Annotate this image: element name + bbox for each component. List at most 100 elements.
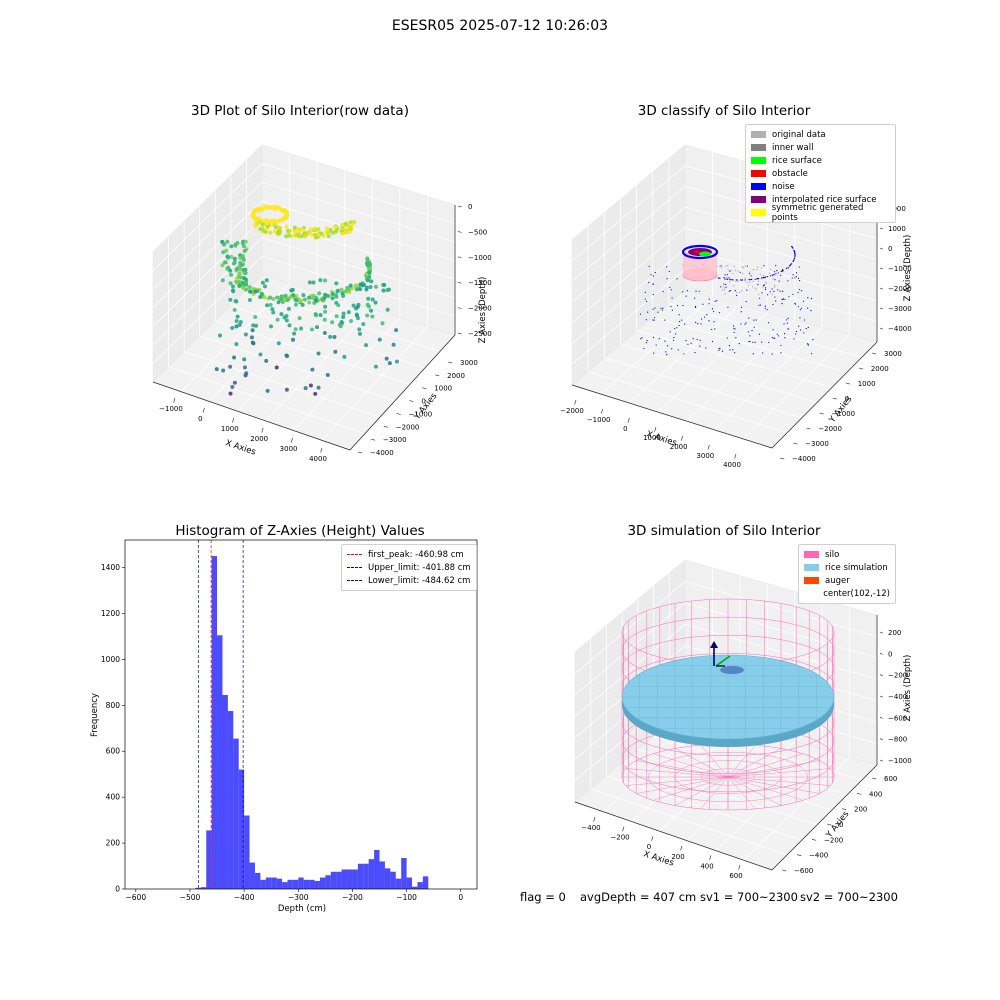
- class-point: [700, 323, 702, 325]
- class-point: [796, 330, 798, 333]
- data-point: [274, 365, 279, 370]
- class-point: [690, 342, 692, 344]
- class-point: [738, 343, 740, 345]
- rice-disc-edge: [622, 697, 834, 747]
- legend-swatch: [804, 577, 819, 584]
- tick-mark: [879, 738, 883, 740]
- x-axis-line: [571, 384, 773, 449]
- histogram-bar: [254, 872, 261, 889]
- data-point: [317, 291, 322, 296]
- class-point: [726, 276, 728, 279]
- data-point: [229, 272, 234, 277]
- data-point: [323, 304, 328, 309]
- data-point: [228, 364, 233, 369]
- class-point: [744, 264, 746, 267]
- data-point: [243, 267, 248, 272]
- data-point: [313, 391, 318, 396]
- class-point: [740, 306, 743, 308]
- histogram-bar: [384, 868, 391, 889]
- class-point: [785, 267, 787, 270]
- tick-label: −1000: [468, 254, 492, 262]
- class-point: [800, 307, 802, 309]
- y-tick-label: 200: [106, 839, 121, 848]
- class-point: [803, 332, 805, 334]
- histogram-bar: [249, 862, 255, 889]
- histogram-xlabel: Depth (cm): [278, 904, 326, 914]
- tick-mark: [781, 869, 787, 872]
- data-point: [258, 294, 263, 299]
- grid-line: [168, 366, 366, 434]
- class-point: [768, 272, 771, 275]
- class-point: [763, 276, 765, 279]
- data-point: [339, 320, 344, 325]
- data-point: [334, 293, 339, 298]
- data-point: [346, 310, 351, 315]
- class-point: [686, 290, 688, 292]
- class-point: [713, 321, 715, 323]
- histogram-bar: [217, 635, 223, 889]
- class-point: [762, 286, 764, 288]
- data-point: [232, 307, 237, 312]
- histogram-bar: [282, 882, 288, 889]
- data-point: [307, 300, 312, 305]
- class-point: [771, 293, 774, 295]
- class-point: [760, 277, 763, 279]
- tick-mark: [707, 444, 710, 450]
- data-point: [241, 243, 246, 248]
- class-point: [772, 329, 774, 331]
- class-point: [774, 279, 776, 281]
- histogram-bar: [357, 863, 364, 889]
- data-point: [339, 287, 344, 292]
- data-point: [276, 231, 281, 236]
- class-point: [794, 255, 796, 258]
- class-point: [647, 311, 649, 313]
- tick-label: 4000: [309, 455, 327, 463]
- class-point: [779, 290, 781, 292]
- footer-avg-depth: avgDepth = 407 cm: [580, 890, 697, 904]
- class-point: [792, 247, 794, 249]
- data-point: [242, 276, 247, 281]
- data-point: [235, 314, 240, 319]
- data-point: [242, 357, 247, 362]
- data-point: [234, 324, 239, 329]
- histogram-bar: [271, 877, 277, 889]
- histogram-bar: [412, 886, 418, 889]
- tick-mark: [841, 808, 847, 811]
- class-point: [729, 349, 731, 351]
- tick-label: −600: [794, 867, 813, 875]
- legend-item: Lower_limit: -484.62 cm: [347, 574, 471, 587]
- y-axis-line: [349, 334, 456, 451]
- tick-mark: [422, 387, 427, 390]
- tick-mark: [879, 267, 883, 270]
- tick-mark: [593, 816, 596, 822]
- class-point: [697, 322, 699, 325]
- class-point: [793, 251, 796, 253]
- class-point: [708, 298, 710, 300]
- y-tick-label: 1200: [101, 609, 120, 618]
- y-tick-label: 1000: [101, 655, 120, 664]
- data-point: [240, 281, 245, 286]
- class-point: [754, 278, 756, 281]
- grid-line: [574, 580, 878, 674]
- data-point: [303, 386, 308, 391]
- data-point: [343, 229, 348, 234]
- data-point: [284, 224, 289, 229]
- class-point: [805, 328, 807, 330]
- data-point: [265, 221, 270, 226]
- class-point: [798, 288, 801, 291]
- legend-swatch: [804, 551, 819, 558]
- class-point: [812, 339, 814, 341]
- class-point: [758, 293, 760, 296]
- class-point: [685, 295, 687, 297]
- class-point: [748, 340, 750, 343]
- class-point: [652, 275, 655, 277]
- tick-label: −1500: [468, 279, 492, 287]
- data-point: [299, 233, 304, 238]
- x-tick-label: −100: [396, 893, 417, 902]
- class-point: [732, 280, 734, 282]
- tick-label: 2000: [871, 365, 889, 373]
- class-point: [752, 268, 755, 271]
- tick-mark: [811, 839, 817, 841]
- data-point: [322, 330, 327, 335]
- class-point: [724, 293, 726, 295]
